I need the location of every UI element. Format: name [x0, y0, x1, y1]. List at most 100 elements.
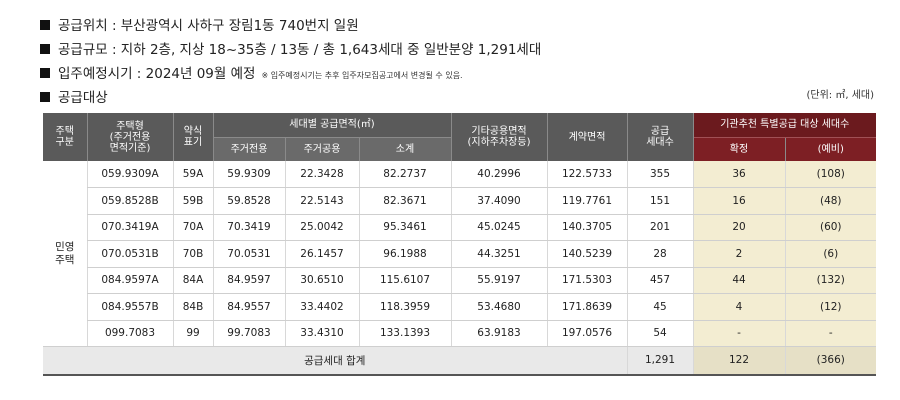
cell-type: 070.0531B [86, 240, 173, 268]
cell-subtotal: 133.1393 [358, 320, 451, 347]
cell-other: 44.3251 [450, 240, 547, 268]
cell-other: 63.9183 [450, 320, 547, 347]
cell-abbr: 84B [172, 293, 213, 321]
cell-common: 22.3428 [284, 161, 359, 188]
total-row: 공급세대 합계 1,291 122 (366) [43, 346, 877, 376]
cell-common: 22.5143 [284, 187, 359, 215]
cell-reserve: (12) [784, 293, 877, 321]
table-row: 민영 주택 059.9309A 59A 59.9309 22.3428 82.2… [43, 161, 877, 347]
cell-units: 457 [626, 267, 693, 294]
cell-common: 26.1457 [284, 240, 359, 268]
movein-line: 입주예정시기 : 2024년 09월 예정 ※ 입주예정시기는 추후 입주자모집… [40, 62, 880, 86]
cell-abbr: 99 [172, 320, 213, 347]
group-label: 민영 주택 [43, 161, 87, 347]
table-row: 084.9557B 84B 84.9557 33.4402 118.3959 5… [43, 293, 877, 321]
total-reserve: (366) [784, 346, 877, 376]
cell-other: 40.2996 [450, 161, 547, 188]
cell-exclusive: 70.0531 [212, 240, 285, 268]
cell-type: 059.9309A [86, 161, 173, 188]
header-confirmed: 확정 [692, 136, 785, 161]
cell-units: 151 [626, 187, 693, 215]
square-bullet-icon [40, 92, 50, 102]
square-bullet-icon [40, 20, 50, 30]
cell-subtotal: 96.1988 [358, 240, 451, 268]
cell-subtotal: 118.3959 [358, 293, 451, 321]
cell-units: 54 [626, 320, 693, 347]
cell-reserve: (60) [784, 214, 877, 241]
table-row: 099.7083 99 99.7083 33.4310 133.1393 63.… [43, 320, 877, 347]
cell-abbr: 59B [172, 187, 213, 215]
scale-line: 공급규모 : 지하 2층, 지상 18~35층 / 13동 / 총 1,643세… [40, 38, 880, 62]
cell-exclusive: 84.9597 [212, 267, 285, 294]
cell-type: 084.9557B [86, 293, 173, 321]
location-line: 공급위치 : 부산광역시 사하구 장림1동 740번지 일원 [40, 14, 880, 38]
total-units: 1,291 [626, 346, 693, 376]
cell-units: 28 [626, 240, 693, 268]
cell-units: 201 [626, 214, 693, 241]
info-section: 공급위치 : 부산광역시 사하구 장림1동 740번지 일원 공급규모 : 지하… [40, 14, 880, 110]
cell-contract: 197.0576 [546, 320, 627, 347]
cell-confirmed: - [692, 320, 785, 347]
cell-contract: 171.8639 [546, 293, 627, 321]
header-housing-group: 주택 구분 [43, 113, 87, 161]
table-row: 070.0531B 70B 70.0531 26.1457 96.1988 44… [43, 240, 877, 268]
target-line: 공급대상 (단위: ㎡, 세대) [40, 86, 880, 110]
header-exclusive: 주거전용 [212, 136, 285, 161]
cell-common: 30.6510 [284, 267, 359, 294]
header-area-group: 세대별 공급면적(㎡) [212, 113, 451, 137]
header-abbr: 약식 표기 [172, 113, 213, 161]
cell-subtotal: 115.6107 [358, 267, 451, 294]
cell-reserve: - [784, 320, 877, 347]
cell-subtotal: 82.3671 [358, 187, 451, 215]
total-label: 공급세대 합계 [43, 346, 627, 376]
header-reserve: (예비) [784, 136, 877, 161]
header-special-group: 기관추천 특별공급 대상 세대수 [692, 113, 877, 137]
header-other-common: 기타공용면적 (지하주차장등) [450, 113, 547, 161]
cell-type: 084.9597A [86, 267, 173, 294]
cell-units: 355 [626, 161, 693, 188]
target-text: 공급대상 [58, 90, 108, 106]
cell-contract: 171.5303 [546, 267, 627, 294]
supply-table: 주택 구분 주택형 (주거전용 면적기준) 약식 표기 세대별 공급면적(㎡) … [43, 113, 877, 376]
cell-type: 059.8528B [86, 187, 173, 215]
table-row: 084.9597A 84A 84.9597 30.6510 115.6107 5… [43, 267, 877, 294]
table-row: 059.8528B 59B 59.8528 22.5143 82.3671 37… [43, 187, 877, 215]
cell-confirmed: 36 [692, 161, 785, 188]
cell-contract: 140.5239 [546, 240, 627, 268]
scale-text: 공급규모 : 지하 2층, 지상 18~35층 / 13동 / 총 1,643세… [58, 42, 542, 58]
location-text: 공급위치 : 부산광역시 사하구 장림1동 740번지 일원 [58, 18, 359, 34]
square-bullet-icon [40, 44, 50, 54]
unit-label: (단위: ㎡, 세대) [806, 90, 874, 101]
square-bullet-icon [40, 68, 50, 78]
cell-common: 33.4402 [284, 293, 359, 321]
cell-confirmed: 4 [692, 293, 785, 321]
cell-reserve: (6) [784, 240, 877, 268]
cell-abbr: 84A [172, 267, 213, 294]
cell-exclusive: 59.9309 [212, 161, 285, 188]
cell-type: 099.7083 [86, 320, 173, 347]
table-body: 민영 주택 059.9309A 59A 59.9309 22.3428 82.2… [43, 161, 877, 376]
header-subtotal: 소계 [358, 136, 451, 161]
cell-exclusive: 70.3419 [212, 214, 285, 241]
cell-other: 45.0245 [450, 214, 547, 241]
cell-other: 55.9197 [450, 267, 547, 294]
movein-note: ※ 입주예정시기는 추후 입주자모집공고에서 변경될 수 있음. [261, 71, 463, 80]
cell-reserve: (132) [784, 267, 877, 294]
cell-reserve: (108) [784, 161, 877, 188]
cell-abbr: 59A [172, 161, 213, 188]
header-housing-type: 주택형 (주거전용 면적기준) [86, 113, 173, 161]
cell-exclusive: 84.9557 [212, 293, 285, 321]
cell-confirmed: 2 [692, 240, 785, 268]
cell-contract: 140.3705 [546, 214, 627, 241]
cell-units: 45 [626, 293, 693, 321]
cell-type: 070.3419A [86, 214, 173, 241]
cell-confirmed: 20 [692, 214, 785, 241]
cell-exclusive: 99.7083 [212, 320, 285, 347]
cell-subtotal: 95.3461 [358, 214, 451, 241]
movein-text: 입주예정시기 : 2024년 09월 예정 [58, 66, 256, 82]
header-common: 주거공용 [284, 136, 359, 161]
cell-reserve: (48) [784, 187, 877, 215]
table-row: 070.3419A 70A 70.3419 25.0042 95.3461 45… [43, 214, 877, 241]
cell-common: 25.0042 [284, 214, 359, 241]
cell-contract: 122.5733 [546, 161, 627, 188]
